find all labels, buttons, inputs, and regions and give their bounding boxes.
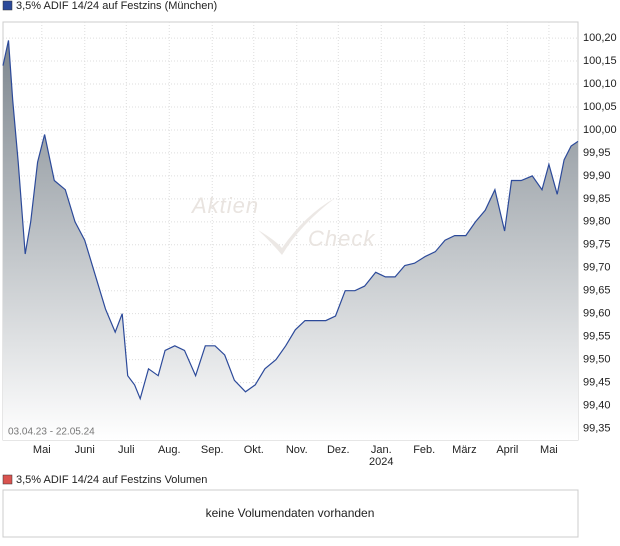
x-year-label: 2024 [369, 456, 393, 468]
y-tick-label: 99,75 [583, 239, 611, 251]
watermark: Check [308, 226, 375, 251]
volume-message: keine Volumendaten vorhanden [206, 506, 375, 520]
x-tick-label: Jan. [371, 444, 392, 456]
x-tick-label: Feb. [413, 444, 435, 456]
price-line [2, 40, 579, 401]
x-tick-label: Dez. [327, 444, 350, 456]
y-tick-label: 99,95 [583, 147, 611, 159]
x-tick-label: Aug. [158, 444, 181, 456]
y-tick-label: 100,20 [583, 32, 617, 44]
area-fill [3, 40, 578, 441]
legend-label: 3,5% ADIF 14/24 auf Festzins Volumen [16, 474, 207, 486]
y-tick-label: 100,15 [583, 55, 617, 67]
y-tick-label: 99,55 [583, 331, 611, 343]
y-tick-label: 99,85 [583, 193, 611, 205]
y-tick-label: 99,40 [583, 399, 611, 411]
x-tick-label: Juni [75, 444, 95, 456]
legend-label: 3,5% ADIF 14/24 auf Festzins (München) [16, 0, 217, 12]
watermark: Aktien [190, 193, 259, 218]
y-tick-label: 99,50 [583, 354, 611, 366]
date-range: 03.04.23 - 22.05.24 [8, 427, 95, 438]
y-tick-label: 100,05 [583, 101, 617, 113]
legend-swatch [2, 474, 13, 485]
y-tick-label: 100,00 [583, 124, 617, 136]
y-tick-label: 99,70 [583, 262, 611, 274]
y-tick-label: 99,90 [583, 170, 611, 182]
x-tick-label: Mai [33, 444, 51, 456]
x-tick-label: April [496, 444, 518, 456]
y-tick-label: 99,45 [583, 376, 611, 388]
x-tick-label: Nov. [286, 444, 308, 456]
legend-swatch [2, 0, 13, 11]
y-tick-label: 99,35 [583, 422, 611, 434]
x-tick-label: Mai [540, 444, 558, 456]
y-tick-label: 99,80 [583, 216, 611, 228]
x-tick-label: Juli [118, 444, 135, 456]
y-tick-label: 99,60 [583, 308, 611, 320]
watermark-check [258, 198, 335, 255]
x-tick-label: Sep. [201, 444, 224, 456]
y-tick-label: 99,65 [583, 285, 611, 297]
x-tick-label: Okt. [244, 444, 264, 456]
x-tick-label: März [452, 444, 476, 456]
y-tick-label: 100,10 [583, 78, 617, 90]
volume-frame [2, 489, 579, 538]
